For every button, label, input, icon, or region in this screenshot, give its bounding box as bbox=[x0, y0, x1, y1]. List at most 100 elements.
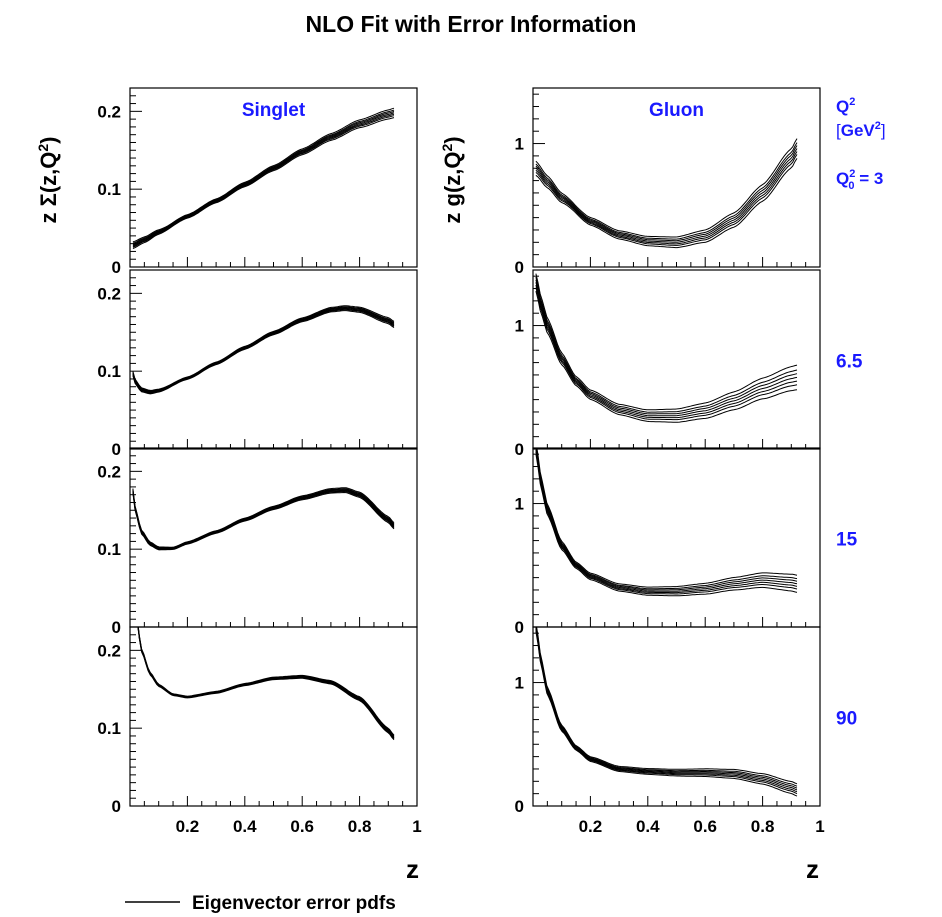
y-tick-label: 0 bbox=[515, 797, 524, 816]
x-tick-label: 1 bbox=[412, 817, 421, 836]
error-pdf-curve bbox=[137, 627, 395, 738]
error-pdf-curve bbox=[535, 148, 798, 243]
panel-right-2: 0 1 15 bbox=[515, 447, 858, 637]
q2-value: 15 bbox=[836, 530, 858, 551]
error-pdf-curve bbox=[132, 308, 395, 394]
right-xlabel: z bbox=[806, 854, 819, 884]
error-pdf-curve bbox=[535, 287, 798, 421]
right-ylabel: z g(z,Q2) bbox=[439, 136, 465, 223]
q2-unit-close: ] bbox=[881, 121, 886, 140]
error-pdf-curve bbox=[132, 307, 395, 393]
x-tick-label: 0.8 bbox=[751, 817, 775, 836]
error-pdf-curve bbox=[137, 627, 395, 737]
curves bbox=[132, 107, 395, 249]
q2-unit-sup: 2 bbox=[875, 120, 881, 132]
y-tick-label: 0.2 bbox=[97, 102, 121, 121]
y-tick-label: 0.2 bbox=[97, 284, 121, 303]
y-tick-label: 0 bbox=[112, 618, 121, 637]
x-tick-label: 0.2 bbox=[579, 817, 603, 836]
y-tick-label: 0.2 bbox=[97, 462, 121, 481]
y-tick-label: 1 bbox=[515, 135, 524, 154]
y-tick-label: 1 bbox=[515, 674, 524, 693]
right-ylabel-sup: 2 bbox=[439, 144, 455, 152]
svg-text:[GeV2]: [GeV2] bbox=[836, 120, 886, 140]
curves bbox=[535, 448, 798, 597]
error-pdf-curve bbox=[132, 309, 395, 394]
legend-label: Eigenvector error pdfs bbox=[192, 893, 396, 914]
panel-left-2: 0 0.1 0.2 bbox=[97, 447, 418, 637]
panel-right-3: 0 1 0.2 0.4 0.6 0.8 1 90 bbox=[515, 626, 857, 836]
right-ylabel-main: z g(z,Q bbox=[440, 152, 465, 224]
error-pdf-curve bbox=[536, 448, 798, 588]
x-tick-label: 0.4 bbox=[636, 817, 660, 836]
error-pdf-curve bbox=[132, 109, 395, 244]
panel-frame bbox=[532, 447, 821, 628]
q2-unit: GeV bbox=[841, 121, 876, 140]
panel-right-1: 016.5 bbox=[515, 269, 863, 459]
q2-header: Q2 [GeV2] Q2 0 = 3 bbox=[836, 96, 886, 192]
q2-value: 6.5 bbox=[836, 352, 863, 373]
y-tick-label: 0 bbox=[112, 440, 121, 459]
error-pdf-curve bbox=[137, 627, 395, 736]
x-tick-label: 0.4 bbox=[233, 817, 257, 836]
right-ylabel-close: ) bbox=[440, 136, 465, 143]
panel-right-0: 0 1 Gluon bbox=[515, 87, 821, 277]
x-tick-label: 1 bbox=[815, 817, 824, 836]
q0-label-sub: 0 bbox=[848, 180, 854, 192]
error-pdf-curve bbox=[535, 154, 798, 246]
panel-left-0: 0 0.1 0.2 Singlet bbox=[97, 87, 418, 277]
y-tick-label: 0 bbox=[515, 618, 524, 637]
curves bbox=[535, 627, 798, 797]
panels: 00.10.2 Singlet01Gluon00.10.2016.500.10.2… bbox=[97, 87, 863, 836]
y-tick-label: 0.1 bbox=[97, 540, 121, 559]
q2-header-q: Q bbox=[836, 97, 849, 116]
left-xlabel: z bbox=[406, 854, 419, 884]
left-ylabel-close: ) bbox=[36, 137, 61, 144]
q2-unit-open: [ bbox=[836, 121, 841, 140]
error-pdf-curve bbox=[132, 489, 395, 549]
q0-label-eq: = 3 bbox=[854, 169, 883, 188]
curves bbox=[132, 487, 395, 551]
panel-label: Singlet bbox=[242, 100, 306, 121]
panel-left-1: 0 0.1 0.2 bbox=[97, 269, 418, 459]
error-pdf-curve bbox=[132, 305, 395, 391]
error-pdf-curve bbox=[535, 284, 798, 419]
error-pdf-curve bbox=[535, 629, 798, 795]
error-pdf-curve bbox=[535, 276, 798, 413]
error-pdf-curve bbox=[535, 627, 798, 791]
error-pdf-curve bbox=[132, 490, 395, 550]
curves bbox=[132, 305, 395, 395]
error-pdf-curve bbox=[535, 151, 798, 245]
error-pdf-curve bbox=[535, 279, 798, 415]
error-pdf-curve bbox=[535, 631, 798, 797]
error-pdf-curve bbox=[535, 282, 798, 417]
error-pdf-curve bbox=[132, 310, 395, 395]
error-pdf-curve bbox=[132, 490, 395, 550]
error-pdf-curve bbox=[535, 454, 798, 597]
q0-label-q: Q bbox=[836, 169, 849, 188]
svg-text:Q2: Q2 bbox=[836, 96, 855, 116]
error-pdf-curve bbox=[535, 273, 798, 411]
y-tick-label: 0.1 bbox=[97, 180, 121, 199]
error-pdf-curve bbox=[132, 488, 395, 549]
error-pdf-curve bbox=[132, 306, 395, 392]
left-ylabel-sup: 2 bbox=[35, 144, 51, 152]
error-pdf-curve bbox=[535, 627, 798, 789]
y-tick-label: 0 bbox=[112, 258, 121, 277]
error-pdf-curve bbox=[137, 627, 395, 738]
x-tick-label: 0.6 bbox=[290, 817, 314, 836]
panel-frame bbox=[532, 626, 821, 807]
error-pdf-curve bbox=[132, 307, 395, 393]
x-tick-label: 0.6 bbox=[693, 817, 717, 836]
error-pdf-curve bbox=[132, 487, 395, 548]
error-pdf-curve bbox=[536, 627, 798, 785]
panel-label: Gluon bbox=[649, 100, 704, 121]
svg-text:Q20 = 3: Q2 0 = 3 bbox=[836, 168, 883, 192]
figure-title: NLO Fit with Error Information bbox=[306, 11, 637, 37]
error-pdf-curve bbox=[535, 142, 798, 240]
q2-value: 90 bbox=[836, 709, 857, 730]
error-pdf-curve bbox=[132, 112, 395, 246]
error-pdf-curve bbox=[535, 628, 798, 793]
y-tick-label: 1 bbox=[515, 317, 524, 336]
